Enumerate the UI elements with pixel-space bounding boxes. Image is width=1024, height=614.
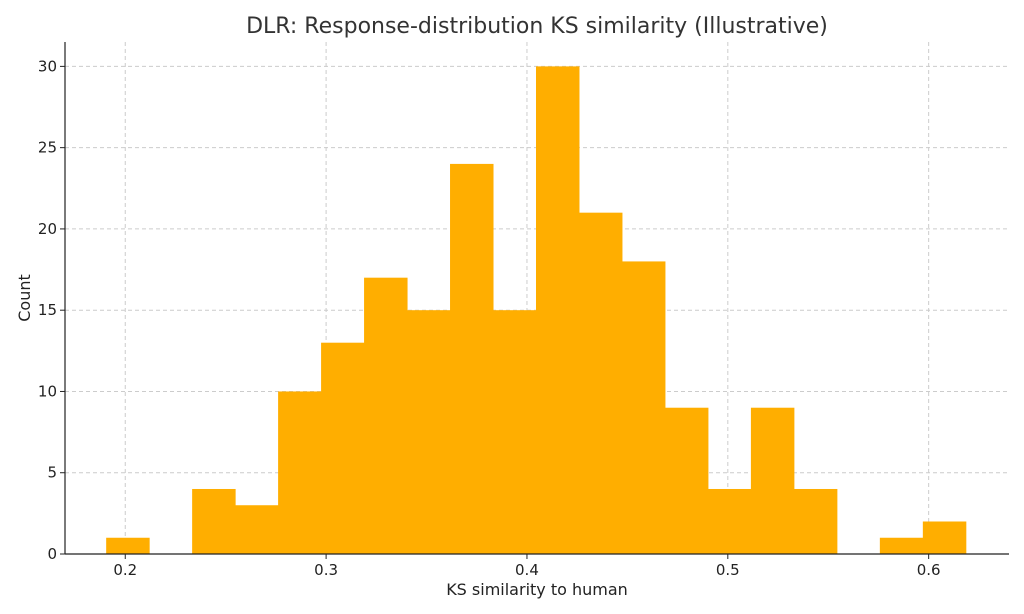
y-tick-label-6: 30 (38, 57, 57, 75)
x-tick-label-2: 0.4 (515, 561, 539, 579)
histogram-bar-13 (664, 407, 709, 554)
histogram-bars (106, 66, 967, 554)
histogram-bar-12 (621, 261, 666, 554)
y-tick-label-0: 0 (47, 545, 57, 563)
histogram-bar-5 (321, 342, 365, 554)
x-axis-label: KS similarity to human (446, 580, 628, 599)
histogram-bar-7 (407, 310, 451, 554)
histogram-bar-15 (750, 407, 795, 554)
histogram-bar-8 (450, 163, 494, 554)
y-axis-label: Count (15, 274, 34, 322)
x-tick-label-4: 0.6 (917, 561, 941, 579)
histogram-bar-0 (106, 537, 150, 554)
histogram-bar-19 (922, 521, 967, 554)
histogram-bar-6 (364, 277, 408, 554)
y-tick-label-2: 10 (38, 382, 57, 400)
histogram-bar-4 (278, 391, 322, 554)
x-axis-ticks: 0.2 0.3 0.4 0.5 0.6 (113, 554, 941, 579)
x-tick-label-0: 0.2 (113, 561, 137, 579)
histogram-bar-9 (493, 310, 537, 554)
y-tick-label-5: 25 (38, 139, 57, 157)
x-tick-label-1: 0.3 (314, 561, 338, 579)
histogram-bar-14 (707, 488, 752, 554)
x-tick-label-3: 0.5 (716, 561, 740, 579)
histogram-bar-10 (535, 66, 580, 554)
y-tick-label-1: 5 (47, 464, 57, 482)
y-tick-label-3: 15 (38, 301, 57, 319)
histogram-bar-11 (578, 212, 623, 554)
y-tick-label-4: 20 (38, 220, 57, 238)
histogram-bar-3 (235, 505, 279, 554)
y-axis-ticks: 0 5 10 15 20 25 30 (38, 57, 65, 563)
histogram-bar-2 (192, 488, 236, 554)
histogram-bar-18 (879, 537, 924, 554)
axes (64, 42, 1009, 555)
chart-title: DLR: Response-distribution KS similarity… (246, 14, 828, 39)
histogram-bar-16 (793, 488, 838, 554)
